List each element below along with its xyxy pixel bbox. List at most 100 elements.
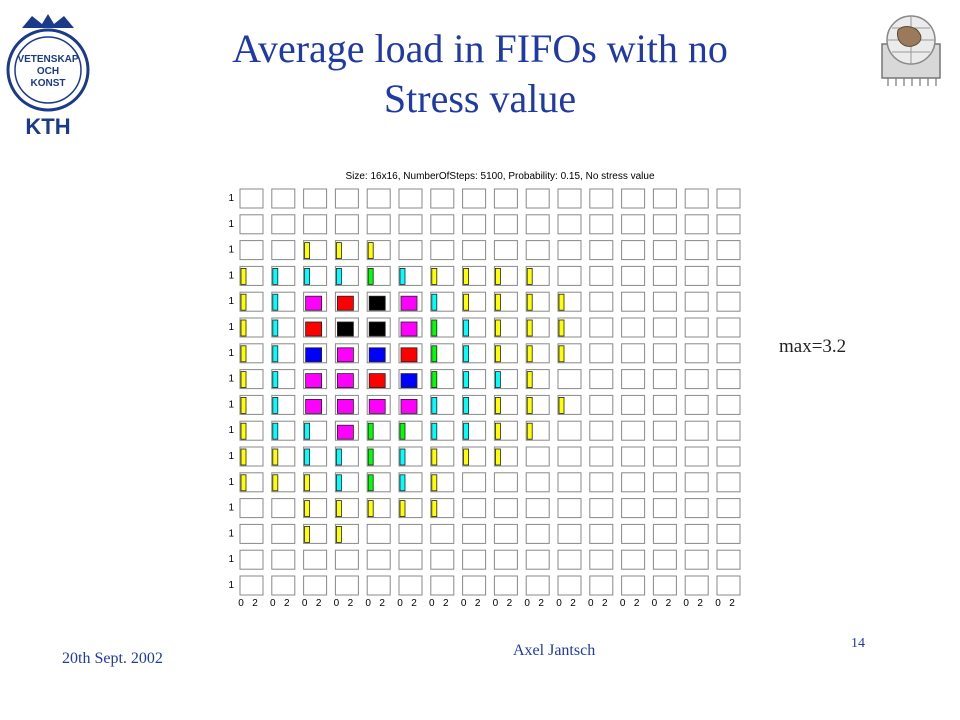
cell-load-bar xyxy=(368,398,386,414)
cell-frame xyxy=(684,575,709,596)
cell-frame xyxy=(716,420,741,441)
cell-frame xyxy=(621,472,646,493)
cell-load-bar xyxy=(272,293,279,311)
cell-load-bar xyxy=(240,319,247,337)
cell-load-bar xyxy=(335,500,342,518)
cell-load-bar xyxy=(336,321,354,337)
cell-frame xyxy=(239,549,264,570)
cell-load-bar xyxy=(272,345,279,363)
cell-load-bar xyxy=(494,448,501,466)
cell-frame xyxy=(557,420,582,441)
cell-frame xyxy=(652,472,677,493)
cell-frame xyxy=(652,498,677,519)
cell-frame xyxy=(271,523,296,544)
cell-frame xyxy=(716,472,741,493)
cell-frame xyxy=(652,265,677,286)
cell-frame xyxy=(430,240,455,261)
x-tick-label: 0 xyxy=(588,598,594,609)
cell-frame xyxy=(557,472,582,493)
cell-frame xyxy=(557,188,582,209)
cell-frame xyxy=(239,575,264,596)
cell-load-bar xyxy=(240,371,247,389)
x-tick-label: 2 xyxy=(666,598,672,609)
cell-load-bar xyxy=(335,474,342,492)
y-tick-label: 1 xyxy=(228,348,234,359)
cell-load-bar xyxy=(400,398,418,414)
cell-frame xyxy=(716,240,741,261)
cell-frame xyxy=(621,420,646,441)
cell-load-bar xyxy=(463,396,470,414)
cell-load-bar xyxy=(431,293,438,311)
cell-frame xyxy=(398,214,423,235)
cell-frame xyxy=(366,188,391,209)
cell-frame xyxy=(652,420,677,441)
cell-load-bar xyxy=(399,474,406,492)
cell-load-bar xyxy=(431,396,438,414)
cell-frame xyxy=(684,343,709,364)
cell-load-bar xyxy=(367,242,374,260)
cell-frame xyxy=(621,265,646,286)
cell-frame xyxy=(621,394,646,415)
cell-load-bar xyxy=(305,398,323,414)
cell-frame xyxy=(462,575,487,596)
cell-load-bar xyxy=(494,319,501,337)
cell-load-bar xyxy=(399,422,406,440)
cell-frame xyxy=(557,549,582,570)
cell-frame xyxy=(366,523,391,544)
cell-frame xyxy=(589,420,614,441)
cell-load-bar xyxy=(526,267,533,285)
cell-frame xyxy=(589,369,614,390)
cell-frame xyxy=(716,317,741,338)
cell-frame xyxy=(525,498,550,519)
cell-frame xyxy=(652,291,677,312)
cell-frame xyxy=(716,498,741,519)
x-tick-label: 0 xyxy=(365,598,371,609)
cell-load-bar xyxy=(305,373,323,389)
cell-load-bar xyxy=(335,267,342,285)
cell-load-bar xyxy=(240,396,247,414)
page-number: 14 xyxy=(851,636,865,651)
cell-frame xyxy=(525,472,550,493)
cell-frame xyxy=(430,188,455,209)
cell-frame xyxy=(398,523,423,544)
footer-date: 20th Sept. 2002 xyxy=(62,650,163,667)
cell-frame xyxy=(684,291,709,312)
seal-text-3: KONST xyxy=(31,78,66,89)
cell-load-bar xyxy=(336,398,354,414)
cell-frame xyxy=(716,265,741,286)
cell-load-bar xyxy=(494,293,501,311)
cell-load-bar xyxy=(335,242,342,260)
cell-frame xyxy=(621,188,646,209)
cell-load-bar xyxy=(272,396,279,414)
x-tick-label: 0 xyxy=(397,598,403,609)
seal-text-1: VETENSKAP xyxy=(17,54,78,65)
cell-frame xyxy=(462,523,487,544)
cell-load-bar xyxy=(368,347,386,363)
cell-frame xyxy=(684,265,709,286)
cell-frame xyxy=(557,575,582,596)
x-tick-label: 2 xyxy=(602,598,608,609)
cell-frame xyxy=(430,214,455,235)
cell-load-bar xyxy=(272,474,279,492)
cell-load-bar xyxy=(431,422,438,440)
chip-globe-logo xyxy=(872,10,950,88)
seal-text-2: OCH xyxy=(37,66,59,77)
cell-frame xyxy=(652,214,677,235)
cell-frame xyxy=(334,549,359,570)
cell-frame xyxy=(652,575,677,596)
cell-load-bar xyxy=(304,267,311,285)
cell-load-bar xyxy=(367,500,374,518)
cell-load-bar xyxy=(558,345,565,363)
cell-frame xyxy=(621,575,646,596)
cell-frame xyxy=(525,240,550,261)
cell-frame xyxy=(239,240,264,261)
cell-load-bar xyxy=(399,448,406,466)
cell-frame xyxy=(398,188,423,209)
cell-frame xyxy=(684,549,709,570)
x-tick-label: 0 xyxy=(556,598,562,609)
cell-load-bar xyxy=(336,424,354,440)
x-tick-label: 2 xyxy=(507,598,513,609)
y-tick-label: 1 xyxy=(228,580,234,591)
cell-frame xyxy=(589,240,614,261)
cell-frame xyxy=(557,214,582,235)
